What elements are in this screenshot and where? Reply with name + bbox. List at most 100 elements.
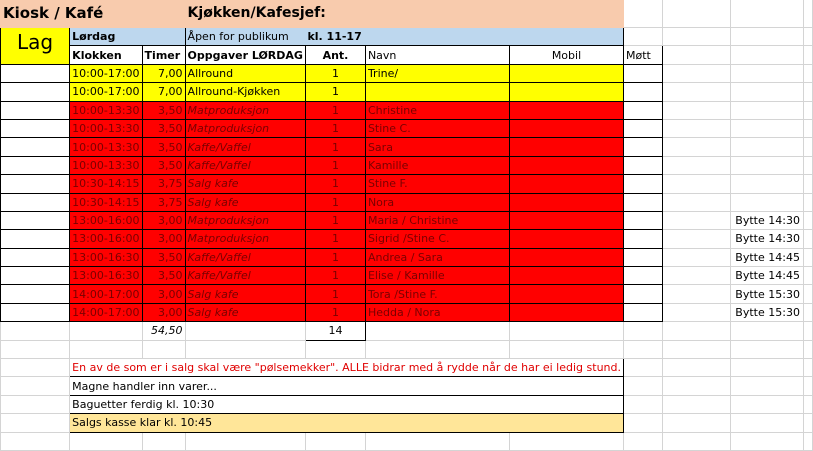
- cell[interactable]: [803, 63, 813, 84]
- swap-note[interactable]: Bytte 14:45: [730, 247, 805, 268]
- team-cell[interactable]: [0, 210, 71, 231]
- shift-task[interactable]: Salg kafe: [184, 284, 306, 304]
- cell[interactable]: [662, 284, 732, 304]
- cell[interactable]: [803, 26, 813, 47]
- cell[interactable]: [803, 321, 813, 341]
- shift-count[interactable]: 1: [304, 137, 366, 157]
- shift-attended[interactable]: [622, 247, 664, 268]
- header-name[interactable]: Navn: [364, 45, 510, 65]
- team-cell[interactable]: [0, 229, 71, 249]
- cell[interactable]: [803, 431, 813, 451]
- cell[interactable]: [662, 229, 732, 249]
- cell[interactable]: [662, 431, 732, 451]
- note[interactable]: Magne handler inn varer...: [69, 376, 624, 396]
- shift-mobile[interactable]: [508, 284, 625, 304]
- cell[interactable]: [730, 394, 805, 415]
- shift-count[interactable]: 1: [304, 155, 366, 176]
- cell[interactable]: [803, 266, 813, 286]
- cell[interactable]: [662, 376, 732, 396]
- team-cell[interactable]: [0, 284, 71, 304]
- cell[interactable]: [730, 413, 805, 433]
- cell[interactable]: [662, 26, 732, 47]
- cell[interactable]: [730, 376, 805, 396]
- cell[interactable]: [730, 118, 805, 139]
- shift-time[interactable]: 10:00-17:00: [69, 63, 143, 84]
- shift-time[interactable]: 13:00-16:00: [69, 210, 143, 231]
- shift-attended[interactable]: [622, 155, 664, 176]
- cell[interactable]: [803, 339, 813, 360]
- shift-name[interactable]: Stine C.: [364, 118, 510, 139]
- shift-task[interactable]: Kaffe/Vaffel: [184, 155, 306, 176]
- shift-mobile[interactable]: [508, 192, 625, 212]
- cell[interactable]: [803, 413, 813, 433]
- team-cell[interactable]: [0, 100, 71, 120]
- shift-attended[interactable]: [622, 302, 664, 323]
- cell[interactable]: [141, 339, 186, 360]
- shift-attended[interactable]: [622, 137, 664, 157]
- cell[interactable]: [0, 394, 71, 415]
- cell[interactable]: [662, 137, 732, 157]
- shift-count[interactable]: 1: [304, 247, 366, 268]
- cell[interactable]: [622, 0, 664, 28]
- cell[interactable]: [662, 45, 732, 65]
- cell[interactable]: [141, 431, 186, 451]
- cell[interactable]: [662, 358, 732, 378]
- cell[interactable]: [622, 339, 664, 360]
- shift-count[interactable]: 1: [304, 100, 366, 120]
- cell[interactable]: [662, 302, 732, 323]
- cell[interactable]: [69, 321, 143, 341]
- shift-count[interactable]: 1: [304, 266, 366, 286]
- cell[interactable]: [184, 431, 306, 451]
- cell[interactable]: [803, 192, 813, 212]
- cell[interactable]: [622, 26, 664, 47]
- shift-hours[interactable]: 3,50: [141, 118, 186, 139]
- cell[interactable]: [0, 339, 71, 360]
- note[interactable]: Baguetter ferdig kl. 10:30: [69, 394, 624, 415]
- shift-time[interactable]: 10:30-14:15: [69, 174, 143, 194]
- cell[interactable]: [730, 155, 805, 176]
- cell[interactable]: [730, 339, 805, 360]
- shift-attended[interactable]: [622, 284, 664, 304]
- cell[interactable]: [730, 431, 805, 451]
- cell[interactable]: [364, 431, 510, 451]
- cell[interactable]: [622, 376, 664, 396]
- cell[interactable]: [184, 339, 306, 360]
- shift-name[interactable]: Trine/: [364, 63, 510, 84]
- shift-name[interactable]: Kamille: [364, 155, 510, 176]
- shift-attended[interactable]: [622, 82, 664, 102]
- cell[interactable]: [730, 100, 805, 120]
- shift-attended[interactable]: [622, 174, 664, 194]
- shift-hours[interactable]: 3,75: [141, 192, 186, 212]
- cell[interactable]: [730, 63, 805, 84]
- cell[interactable]: [662, 100, 732, 120]
- team-cell[interactable]: [0, 82, 71, 102]
- shift-count[interactable]: 1: [304, 118, 366, 139]
- shift-task[interactable]: Matproduksjon: [184, 100, 306, 120]
- cell[interactable]: [622, 431, 664, 451]
- cell[interactable]: [508, 339, 625, 360]
- cell[interactable]: [803, 358, 813, 378]
- header-mobile[interactable]: Mobil: [508, 45, 625, 65]
- total-count[interactable]: 14: [304, 321, 366, 341]
- cell[interactable]: [803, 284, 813, 304]
- header-attended[interactable]: Møtt: [622, 45, 664, 65]
- shift-mobile[interactable]: [508, 137, 625, 157]
- team-cell[interactable]: [0, 302, 71, 323]
- open-hours[interactable]: kl. 11-17: [305, 26, 625, 47]
- cell[interactable]: [730, 26, 805, 47]
- team-cell[interactable]: [0, 137, 71, 157]
- shift-mobile[interactable]: [508, 100, 625, 120]
- total-hours[interactable]: 54,50: [141, 321, 186, 341]
- shift-count[interactable]: 1: [304, 63, 366, 84]
- shift-task[interactable]: Allround-Kjøkken: [184, 82, 306, 102]
- shift-count[interactable]: 1: [304, 82, 366, 102]
- day-label[interactable]: Lørdag: [69, 26, 186, 47]
- cell[interactable]: [508, 321, 625, 341]
- shift-mobile[interactable]: [508, 118, 625, 139]
- swap-note[interactable]: Bytte 14:30: [730, 210, 805, 231]
- team-cell[interactable]: [0, 192, 71, 212]
- swap-note[interactable]: Bytte 15:30: [730, 302, 805, 323]
- cell[interactable]: [730, 137, 805, 157]
- shift-hours[interactable]: 3,50: [141, 247, 186, 268]
- sheet-title[interactable]: Kiosk / Kafé: [0, 0, 186, 28]
